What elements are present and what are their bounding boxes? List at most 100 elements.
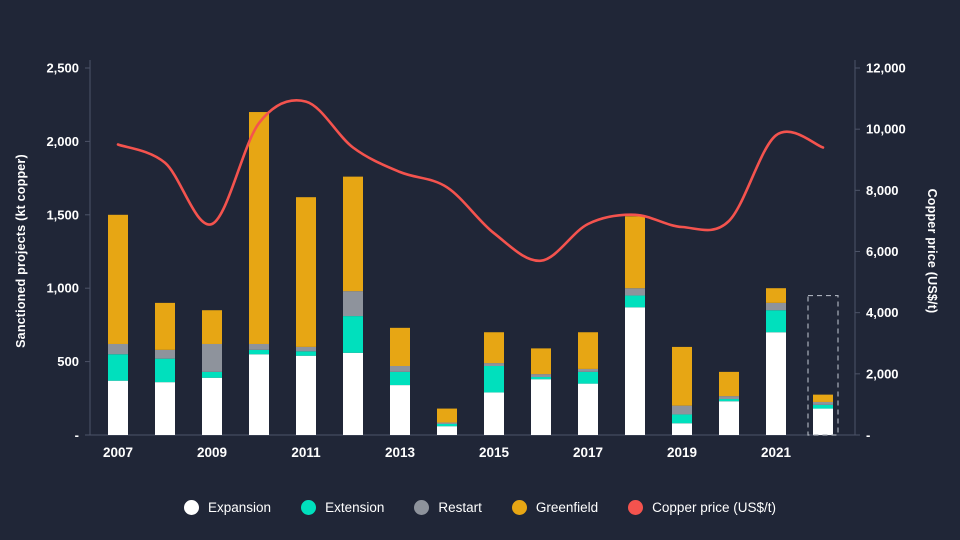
- legend-swatch-greenfield: [511, 499, 527, 515]
- x-axis-tick-label: 2021: [761, 445, 792, 460]
- x-axis-tick-label: 2019: [667, 445, 697, 460]
- bar-segment-extension: [390, 371, 410, 386]
- right-axis-tick-label: 10,000: [866, 122, 906, 137]
- left-axis-tick-label: -: [75, 428, 79, 443]
- bar-segment-greenfield: [249, 112, 269, 344]
- legend-item-greenfield: Greenfield: [511, 499, 599, 515]
- left-axis-tick-label: 500: [57, 354, 79, 369]
- chart-plot: 2,500 2,000 1,500 1,000 500 - 12,000 10,000 8,00…: [46, 60, 906, 460]
- legend-label: Copper price (US$/t): [652, 499, 776, 515]
- bar-segment-extension: [155, 358, 175, 383]
- bar-segment-expansion: [296, 355, 316, 435]
- left-axis-tick-label: 1,500: [46, 207, 79, 222]
- bar-segment-greenfield: [766, 288, 786, 303]
- bar-segment-restart: [155, 349, 175, 359]
- bar-segment-expansion: [108, 380, 128, 435]
- x-axis-tick-label: 2007: [103, 445, 133, 460]
- right-axis-tick-label: 8,000: [866, 183, 899, 198]
- left-axis-tick-label: 2,000: [46, 134, 79, 149]
- bar-segment-expansion: [813, 408, 833, 435]
- bar-segment-greenfield: [155, 302, 175, 350]
- bar-segment-expansion: [437, 426, 457, 435]
- bar-segment-restart: [625, 288, 645, 296]
- x-axis-tick-label: 2013: [385, 445, 416, 460]
- x-axis-tick-label: 2015: [479, 445, 510, 460]
- bar-segment-extension: [202, 371, 222, 378]
- right-axis-tick-label: 12,000: [866, 61, 906, 76]
- bar-segment-restart: [719, 396, 739, 400]
- bar-segment-greenfield: [719, 371, 739, 397]
- bar-segment-greenfield: [813, 394, 833, 402]
- bar-segment-greenfield: [578, 332, 598, 369]
- bar-segment-greenfield: [108, 214, 128, 344]
- forecast-box: [807, 294, 839, 436]
- bar-segment-greenfield: [625, 216, 645, 289]
- legend-swatch-expansion: [184, 499, 200, 515]
- x-axis-tick-label: 2011: [291, 445, 321, 460]
- bar-segment-extension: [625, 295, 645, 308]
- bar-segment-restart: [437, 422, 457, 424]
- bar-segment-greenfield: [296, 197, 316, 347]
- bar-segment-greenfield: [202, 310, 222, 344]
- bar-segment-restart: [484, 363, 504, 367]
- bar-segment-expansion: [531, 379, 551, 435]
- bar-segment-restart: [249, 343, 269, 350]
- bar-segment-extension: [484, 366, 504, 393]
- legend-swatch-restart: [414, 499, 430, 515]
- bar-segment-greenfield: [531, 348, 551, 375]
- bar-segment-extension: [108, 354, 128, 381]
- bar-segment-extension: [249, 349, 269, 355]
- legend-label: Restart: [438, 499, 482, 515]
- bar-segment-restart: [813, 401, 833, 405]
- bar-segment-extension: [437, 423, 457, 427]
- bar-segment-expansion: [202, 377, 222, 435]
- bar-segment-expansion: [390, 385, 410, 435]
- bar-segment-restart: [390, 366, 410, 372]
- bar-segment-expansion: [155, 382, 175, 435]
- bar-segment-expansion: [249, 354, 269, 435]
- bar-segment-expansion: [343, 352, 363, 435]
- bar-segment-expansion: [766, 332, 786, 435]
- bar-segment-greenfield: [437, 408, 457, 423]
- right-axis-title: Copper price (US$/t): [925, 188, 939, 314]
- bar-segment-extension: [766, 310, 786, 333]
- bar-segment-restart: [296, 346, 316, 352]
- bar-segment-restart: [672, 405, 692, 415]
- right-axis-tick-label: -: [866, 428, 870, 443]
- left-axis-title: Sanctioned projects (kt copper): [14, 154, 28, 348]
- legend-label: Greenfield: [535, 499, 599, 515]
- bar-segment-restart: [766, 302, 786, 311]
- bar-segment-restart: [108, 343, 128, 355]
- copper-price-line: [116, 99, 825, 263]
- bar-segment-extension: [578, 371, 598, 384]
- bar-segment-greenfield: [484, 332, 504, 364]
- left-axis-tick-label: 1,000: [46, 281, 79, 296]
- legend-label: Extension: [325, 499, 385, 515]
- bar-segment-expansion: [625, 307, 645, 435]
- legend-item-restart: Restart: [414, 499, 482, 515]
- legend-swatch-copper-price-us-t: [628, 499, 644, 515]
- legend: Expansion Extension Restart Greenfield Coppe…: [0, 493, 960, 521]
- legend-item-expansion: Expansion: [184, 499, 271, 515]
- bar-segment-extension: [719, 399, 739, 402]
- bar-segment-expansion: [719, 401, 739, 435]
- bar-segment-extension: [343, 316, 363, 353]
- left-axis-tick-label: 2,500: [46, 61, 79, 76]
- bar-segment-extension: [531, 377, 551, 380]
- bar-segment-restart: [578, 368, 598, 372]
- bar-segment-extension: [813, 404, 833, 409]
- x-axis-tick-label: 2017: [573, 445, 603, 460]
- legend-swatch-extension: [301, 499, 317, 515]
- legend-item-extension: Extension: [301, 499, 385, 515]
- right-axis-tick-label: 2,000: [866, 366, 899, 381]
- bar-segment-greenfield: [390, 327, 410, 367]
- right-axis-tick-label: 6,000: [866, 244, 899, 259]
- bar-segment-greenfield: [672, 346, 692, 406]
- bar-segment-expansion: [578, 383, 598, 435]
- bar-segment-restart: [202, 343, 222, 372]
- bar-segment-restart: [343, 291, 363, 317]
- bar-segment-expansion: [484, 392, 504, 435]
- legend-item-copper-price-us-t: Copper price (US$/t): [628, 499, 776, 515]
- bar-segment-restart: [531, 374, 551, 378]
